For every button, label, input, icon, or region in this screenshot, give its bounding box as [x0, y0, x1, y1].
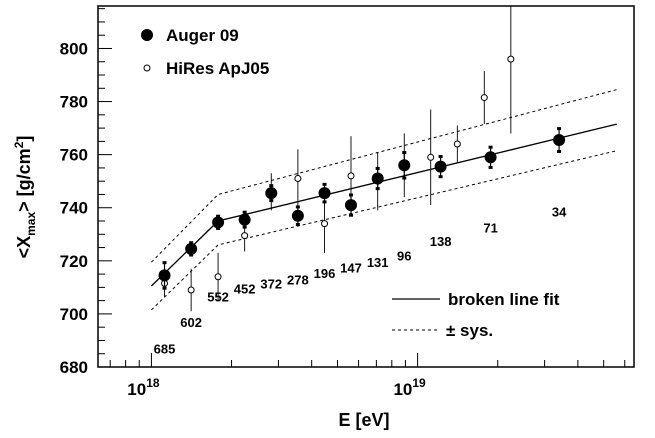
auger-sys-cap-bottom — [488, 165, 493, 169]
y-tick-label: 720 — [60, 252, 88, 271]
hires-point — [347, 172, 355, 180]
y-axis-label: <Xmax> [g/cm2] — [12, 136, 38, 259]
sys-upper-line — [151, 89, 617, 263]
auger-sys-cap-bottom — [348, 213, 353, 217]
auger-sys-cap-bottom — [322, 200, 327, 204]
auger-point — [291, 209, 304, 222]
hires-point — [214, 273, 222, 281]
hires-point — [294, 175, 302, 183]
auger-sys-cap-top — [242, 210, 247, 214]
legend-label-auger: Auger 09 — [166, 26, 239, 45]
y-tick-label: 800 — [60, 39, 88, 58]
event-count-label: 131 — [367, 255, 389, 270]
auger-sys-cap-top — [295, 205, 300, 209]
x-tick-label: 1019 — [393, 376, 426, 399]
legend-bottom: broken line fit ± sys. — [392, 290, 560, 340]
auger-point — [398, 159, 411, 172]
event-count-label: 452 — [234, 282, 256, 297]
axes: 680 700 720 740 760 780 800 1018 1019 — [60, 8, 626, 399]
auger-sys-cap-top — [189, 241, 194, 245]
auger-sys-cap-bottom — [242, 225, 247, 229]
auger-point — [238, 213, 251, 226]
x-axis-label: E [eV] — [338, 410, 389, 430]
legend-top: Auger 09 HiRes ApJ05 — [141, 26, 269, 78]
event-count-label: 138 — [430, 234, 452, 249]
auger-point — [185, 242, 198, 255]
hires-point — [187, 286, 195, 294]
hires-point — [453, 140, 461, 148]
plot-border — [97, 5, 635, 368]
auger-point — [344, 199, 357, 212]
event-count-label: 34 — [552, 205, 567, 220]
event-count-label: 71 — [483, 221, 497, 236]
auger-sys-cap-top — [269, 184, 274, 188]
event-count-label: 685 — [154, 341, 176, 356]
event-count-label: 372 — [260, 276, 282, 291]
hires-point — [321, 220, 329, 228]
auger-sys-cap-top — [438, 154, 443, 158]
auger-sys-cap-bottom — [438, 175, 443, 179]
auger-point — [318, 187, 331, 200]
auger-sys-cap-top — [348, 193, 353, 197]
auger-sys-cap-top — [402, 150, 407, 154]
event-count-label: 278 — [287, 272, 309, 287]
legend-label-sys: ± sys. — [446, 321, 493, 340]
auger-sys-cap-bottom — [295, 222, 300, 226]
auger-sys-cap-top — [375, 166, 380, 170]
x-tick-label: 1018 — [127, 376, 160, 399]
hires-point — [427, 153, 435, 161]
event-count-label: 96 — [397, 249, 411, 264]
auger-sys-cap-bottom — [162, 286, 167, 290]
legend-label-fit: broken line fit — [448, 290, 560, 309]
auger-sys-cap-bottom — [216, 226, 221, 230]
event-count-label: 602 — [180, 315, 202, 330]
auger-sys-cap-top — [162, 261, 167, 265]
sys-lower-line — [151, 150, 617, 311]
auger-point — [484, 151, 497, 164]
auger-point — [371, 172, 384, 185]
legend-label-hires: HiRes ApJ05 — [166, 59, 269, 78]
auger-sys-cap-bottom — [189, 253, 194, 257]
auger-point — [158, 269, 171, 282]
y-tick-label: 740 — [60, 199, 88, 218]
hires-point — [241, 232, 249, 240]
y-tick-label: 680 — [60, 358, 88, 377]
auger-sys-cap-bottom — [269, 199, 274, 203]
y-tick-label: 780 — [60, 93, 88, 112]
event-count-label: 196 — [314, 266, 336, 281]
auger-sys-cap-top — [322, 182, 327, 186]
event-count-label: 552 — [207, 290, 229, 305]
event-counts: 685 602 552 452 372 278 196 147 131 96 138 71 34 — [154, 205, 567, 357]
y-tick-label: 700 — [60, 305, 88, 324]
auger-sys-cap-bottom — [375, 187, 380, 191]
auger-sys-cap-bottom — [557, 149, 562, 153]
legend-marker-hires — [143, 64, 151, 72]
auger-point — [265, 187, 278, 200]
auger-sys-cap-bottom — [402, 176, 407, 180]
data-marks — [158, 6, 566, 312]
event-count-label: 147 — [340, 260, 362, 275]
auger-point — [212, 216, 225, 229]
hires-point — [480, 94, 488, 102]
plot-frame — [97, 5, 635, 368]
hires-point — [507, 55, 515, 63]
auger-sys-cap-top — [216, 214, 221, 218]
auger-sys-cap-top — [488, 145, 493, 149]
auger-sys-cap-top — [557, 127, 562, 131]
auger-point — [434, 160, 447, 173]
y-tick-label: 760 — [60, 146, 88, 165]
auger-point — [553, 134, 566, 147]
legend-marker-auger — [141, 29, 153, 41]
